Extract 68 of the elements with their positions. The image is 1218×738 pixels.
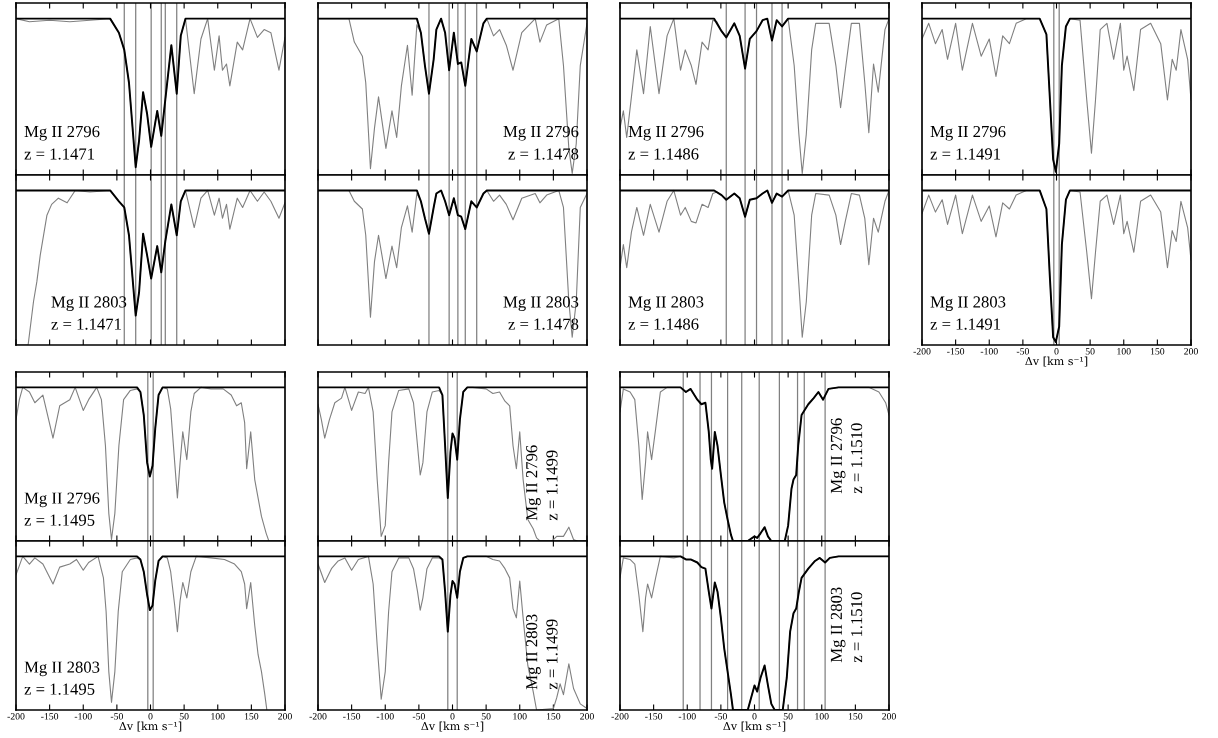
annotation: z = 1.1499: [546, 619, 558, 690]
annotation: Mg II 2796: [24, 125, 100, 141]
x-tick-label: 100: [211, 713, 225, 720]
x-tick-label: 50: [481, 713, 491, 720]
annotation: Mg II 2796: [628, 125, 704, 141]
annotation: z = 1.1471: [51, 318, 121, 330]
x-tick-label: -200: [7, 713, 25, 720]
annotation: z = 1.1495: [24, 514, 95, 526]
x-tick-label: 150: [546, 713, 561, 720]
annotation: Mg II 2803: [51, 296, 127, 311]
annotation: Mg II 2796: [503, 125, 579, 141]
x-axis-title: Δv [km s⁻¹]: [1025, 356, 1088, 367]
x-tick-label: 200: [580, 713, 594, 720]
annotation: Mg II 2796: [24, 492, 100, 508]
x-tick-label: -50: [1016, 348, 1029, 355]
x-tick-label: 50: [783, 713, 793, 720]
x-tick-label: -50: [412, 713, 425, 720]
x-tick-label: -200: [309, 713, 327, 720]
annotation: Mg II 2803: [503, 296, 579, 311]
annotation: z = 1.1486: [628, 148, 699, 160]
annotation: Mg II 2803: [628, 296, 704, 311]
x-tick-label: 200: [1184, 348, 1198, 355]
annotation: Mg II 2803: [526, 614, 541, 690]
x-tick-label: 100: [513, 713, 527, 720]
x-tick-label: -50: [714, 713, 727, 720]
x-tick-label: -100: [678, 713, 696, 720]
x-tick-label: 100: [815, 713, 829, 720]
annotation: z = 1.1510: [850, 423, 863, 494]
annotation: Mg II 2796: [830, 418, 846, 494]
x-tick-label: -150: [41, 713, 59, 720]
annotation: z = 1.1478: [508, 318, 579, 330]
x-tick-label: 200: [882, 713, 896, 720]
x-tick-label: 150: [1150, 348, 1165, 355]
x-tick-label: 0: [450, 713, 455, 720]
x-tick-label: -100: [74, 713, 92, 720]
annotation: z = 1.1510: [850, 592, 863, 663]
x-tick-label: -100: [376, 713, 394, 720]
x-tick-label: -200: [611, 713, 629, 720]
annotation: Mg II 2796: [526, 445, 541, 521]
x-tick-label: -200: [913, 348, 931, 355]
x-tick-label: 150: [244, 713, 259, 720]
annotation: Mg II 2803: [24, 661, 100, 677]
x-tick-label: -150: [343, 713, 361, 720]
annotation: z = 1.1491: [930, 148, 1001, 160]
annotation: Mg II 2803: [830, 587, 846, 663]
annotation: Mg II 2796: [930, 125, 1006, 141]
x-tick-label: -150: [947, 348, 965, 355]
x-tick-label: 150: [848, 713, 863, 720]
x-tick-label: -100: [980, 348, 998, 355]
x-tick-label: 100: [1117, 348, 1131, 355]
x-axis-title: Δv [km s⁻¹]: [421, 721, 484, 732]
x-tick-label: 50: [1085, 348, 1095, 355]
x-tick-label: 200: [278, 713, 292, 720]
x-tick-label: 50: [179, 713, 189, 720]
x-tick-label: -50: [110, 713, 123, 720]
annotation: z = 1.1491: [930, 318, 1001, 330]
x-axis-title: Δv [km s⁻¹]: [723, 721, 786, 732]
x-tick-label: 0: [148, 713, 153, 720]
x-tick-label: 0: [1054, 348, 1059, 355]
x-axis-title: Δv [km s⁻¹]: [119, 721, 182, 732]
annotation: z = 1.1478: [508, 148, 579, 160]
annotation: z = 1.1486: [628, 318, 699, 330]
annotation: z = 1.1471: [24, 148, 95, 160]
annotation: z = 1.1499: [546, 450, 558, 521]
annotation: Mg II 2803: [930, 296, 1006, 311]
annotation: z = 1.1495: [24, 683, 95, 695]
x-tick-label: 0: [752, 713, 757, 720]
x-tick-label: -150: [645, 713, 663, 720]
